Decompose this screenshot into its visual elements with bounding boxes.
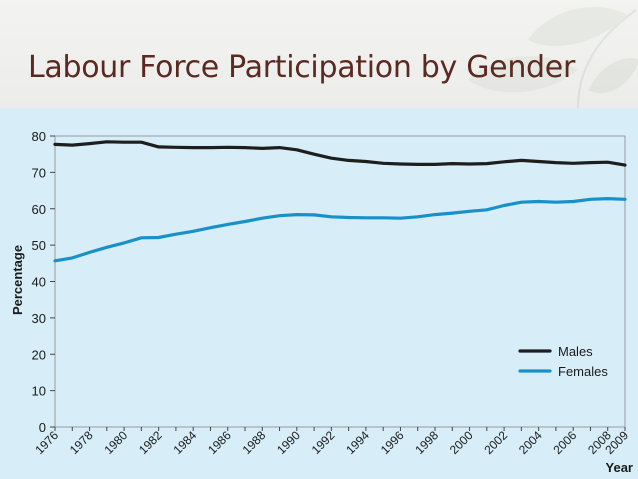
x-tick-label: 1994 — [343, 428, 372, 457]
x-axis-label: Year — [606, 460, 633, 475]
x-tick-label: 1980 — [101, 428, 130, 457]
x-tick-label: 1976 — [32, 428, 61, 457]
x-tick-label: 1978 — [67, 428, 96, 457]
y-tick-label: 10 — [32, 384, 46, 399]
x-tick-label: 2006 — [551, 428, 580, 457]
y-tick-label: 20 — [32, 347, 46, 362]
y-axis-label: Percentage — [10, 245, 25, 315]
x-tick-label: 1992 — [309, 428, 338, 457]
slide-title: Labour Force Participation by Gender — [28, 50, 575, 85]
x-tick-label: 1986 — [205, 428, 234, 457]
y-tick-label: 40 — [32, 275, 46, 290]
x-tick-label: 2002 — [481, 428, 510, 457]
leaf-decoration-icon — [468, 7, 638, 108]
x-tick-label: 1988 — [240, 428, 269, 457]
y-tick-label: 30 — [32, 311, 46, 326]
slide-header: Labour Force Participation by Gender — [0, 0, 638, 108]
y-tick-label: 70 — [32, 165, 46, 180]
plot-frame — [54, 135, 626, 428]
x-tick-label: 2000 — [447, 428, 476, 457]
x-tick-label: 1996 — [378, 428, 407, 457]
series-line-females — [53, 196, 627, 263]
legend-label-females: Females — [558, 364, 608, 379]
x-tick-label: 1998 — [412, 428, 441, 457]
x-tick-label: 1982 — [136, 428, 165, 457]
y-tick-label: 50 — [32, 238, 46, 253]
y-tick-label: 80 — [32, 129, 46, 144]
y-tick-label: 0 — [39, 420, 46, 435]
chart-container: 0 10 20 30 40 50 60 70 80 1976 1978 1980 1982 1984 19… — [0, 108, 638, 479]
x-tick-label: 2004 — [516, 428, 545, 457]
legend-label-males: Males — [558, 344, 593, 359]
y-tick-label: 60 — [32, 202, 46, 217]
x-tick-label: 1990 — [274, 428, 303, 457]
x-tick-label: 1984 — [171, 428, 200, 457]
series-line-males — [53, 140, 627, 167]
